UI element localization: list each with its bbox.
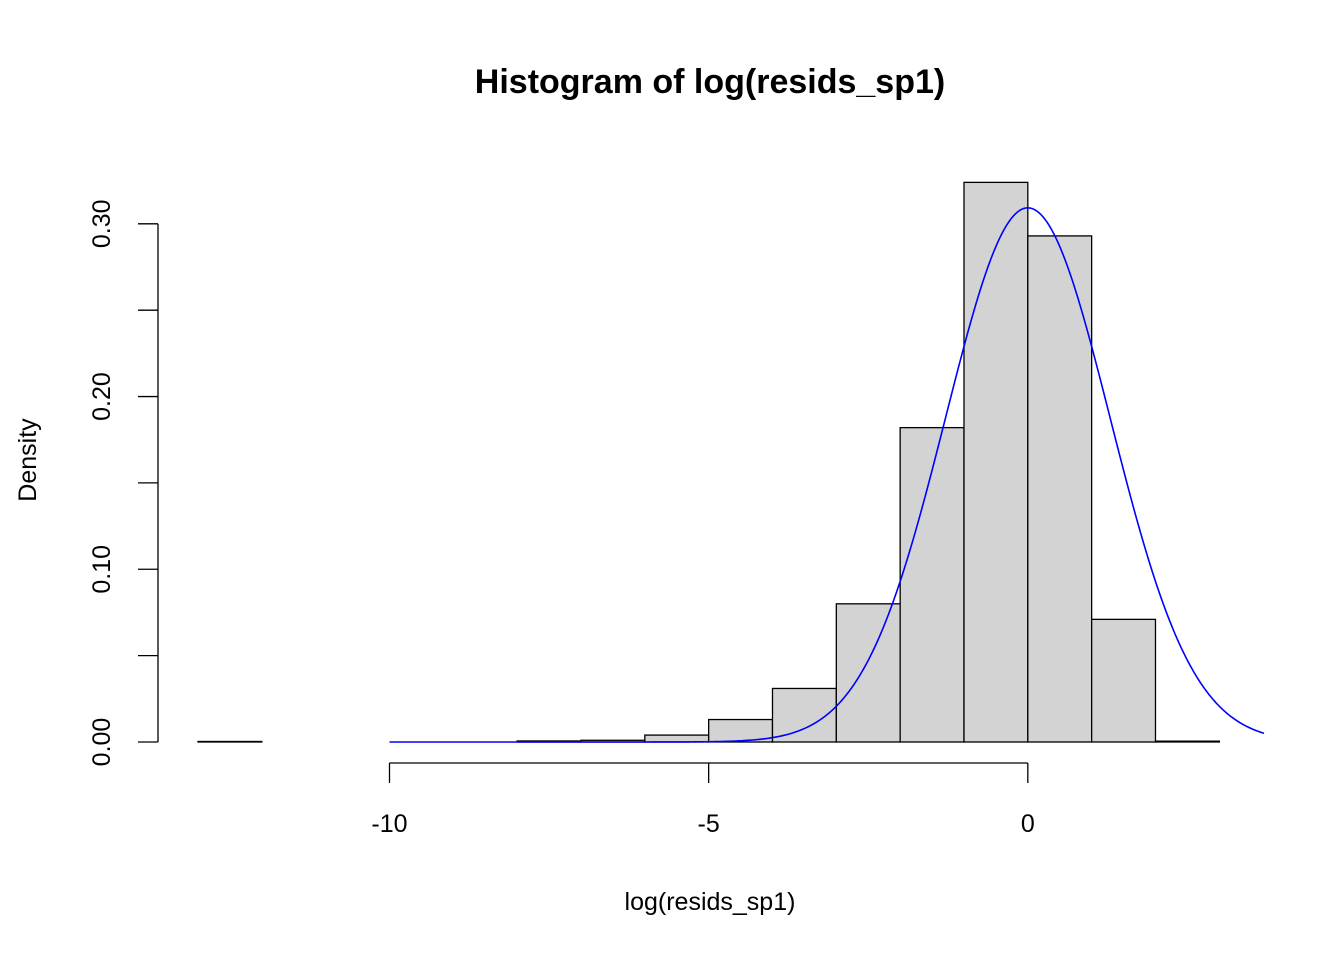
density-curve-layer (389, 207, 1265, 743)
y-tick-label-0: 0.00 (88, 718, 116, 767)
chart-title: Histogram of log(resids_sp1) (475, 63, 945, 101)
histogram-bar-11 (899, 426, 965, 743)
y-tick-label-6: 0.30 (88, 199, 116, 248)
histogram-bar-14 (1091, 618, 1157, 743)
y-axis: 0.00 0.10 0.20 0.30 (88, 199, 159, 767)
x-axis-label: log(resids_sp1) (625, 888, 796, 916)
x-tick-label-0: -10 (371, 810, 407, 838)
histogram-bars (197, 181, 1220, 743)
histogram-bar-7 (644, 734, 710, 743)
histogram-bar-0 (197, 740, 263, 743)
y-tick-label-2: 0.10 (88, 545, 116, 594)
y-axis-label: Density (14, 418, 42, 502)
histogram-bar-10 (835, 603, 901, 743)
histogram-bar-12 (963, 181, 1029, 743)
normal-density-curve (389, 207, 1265, 743)
x-tick-label-2: 0 (1021, 810, 1035, 838)
histogram-bar-15 (1154, 740, 1220, 743)
y-tick-label-4: 0.20 (88, 372, 116, 421)
x-axis: -10 -5 0 (371, 762, 1035, 838)
histogram-bar-13 (1027, 235, 1093, 743)
x-tick-label-1: -5 (698, 810, 720, 838)
